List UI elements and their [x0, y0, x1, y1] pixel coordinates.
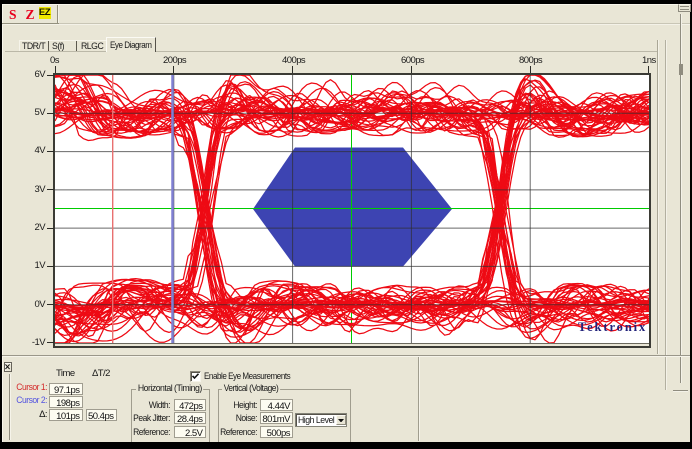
svg-text:Tektronix: Tektronix	[578, 320, 647, 334]
